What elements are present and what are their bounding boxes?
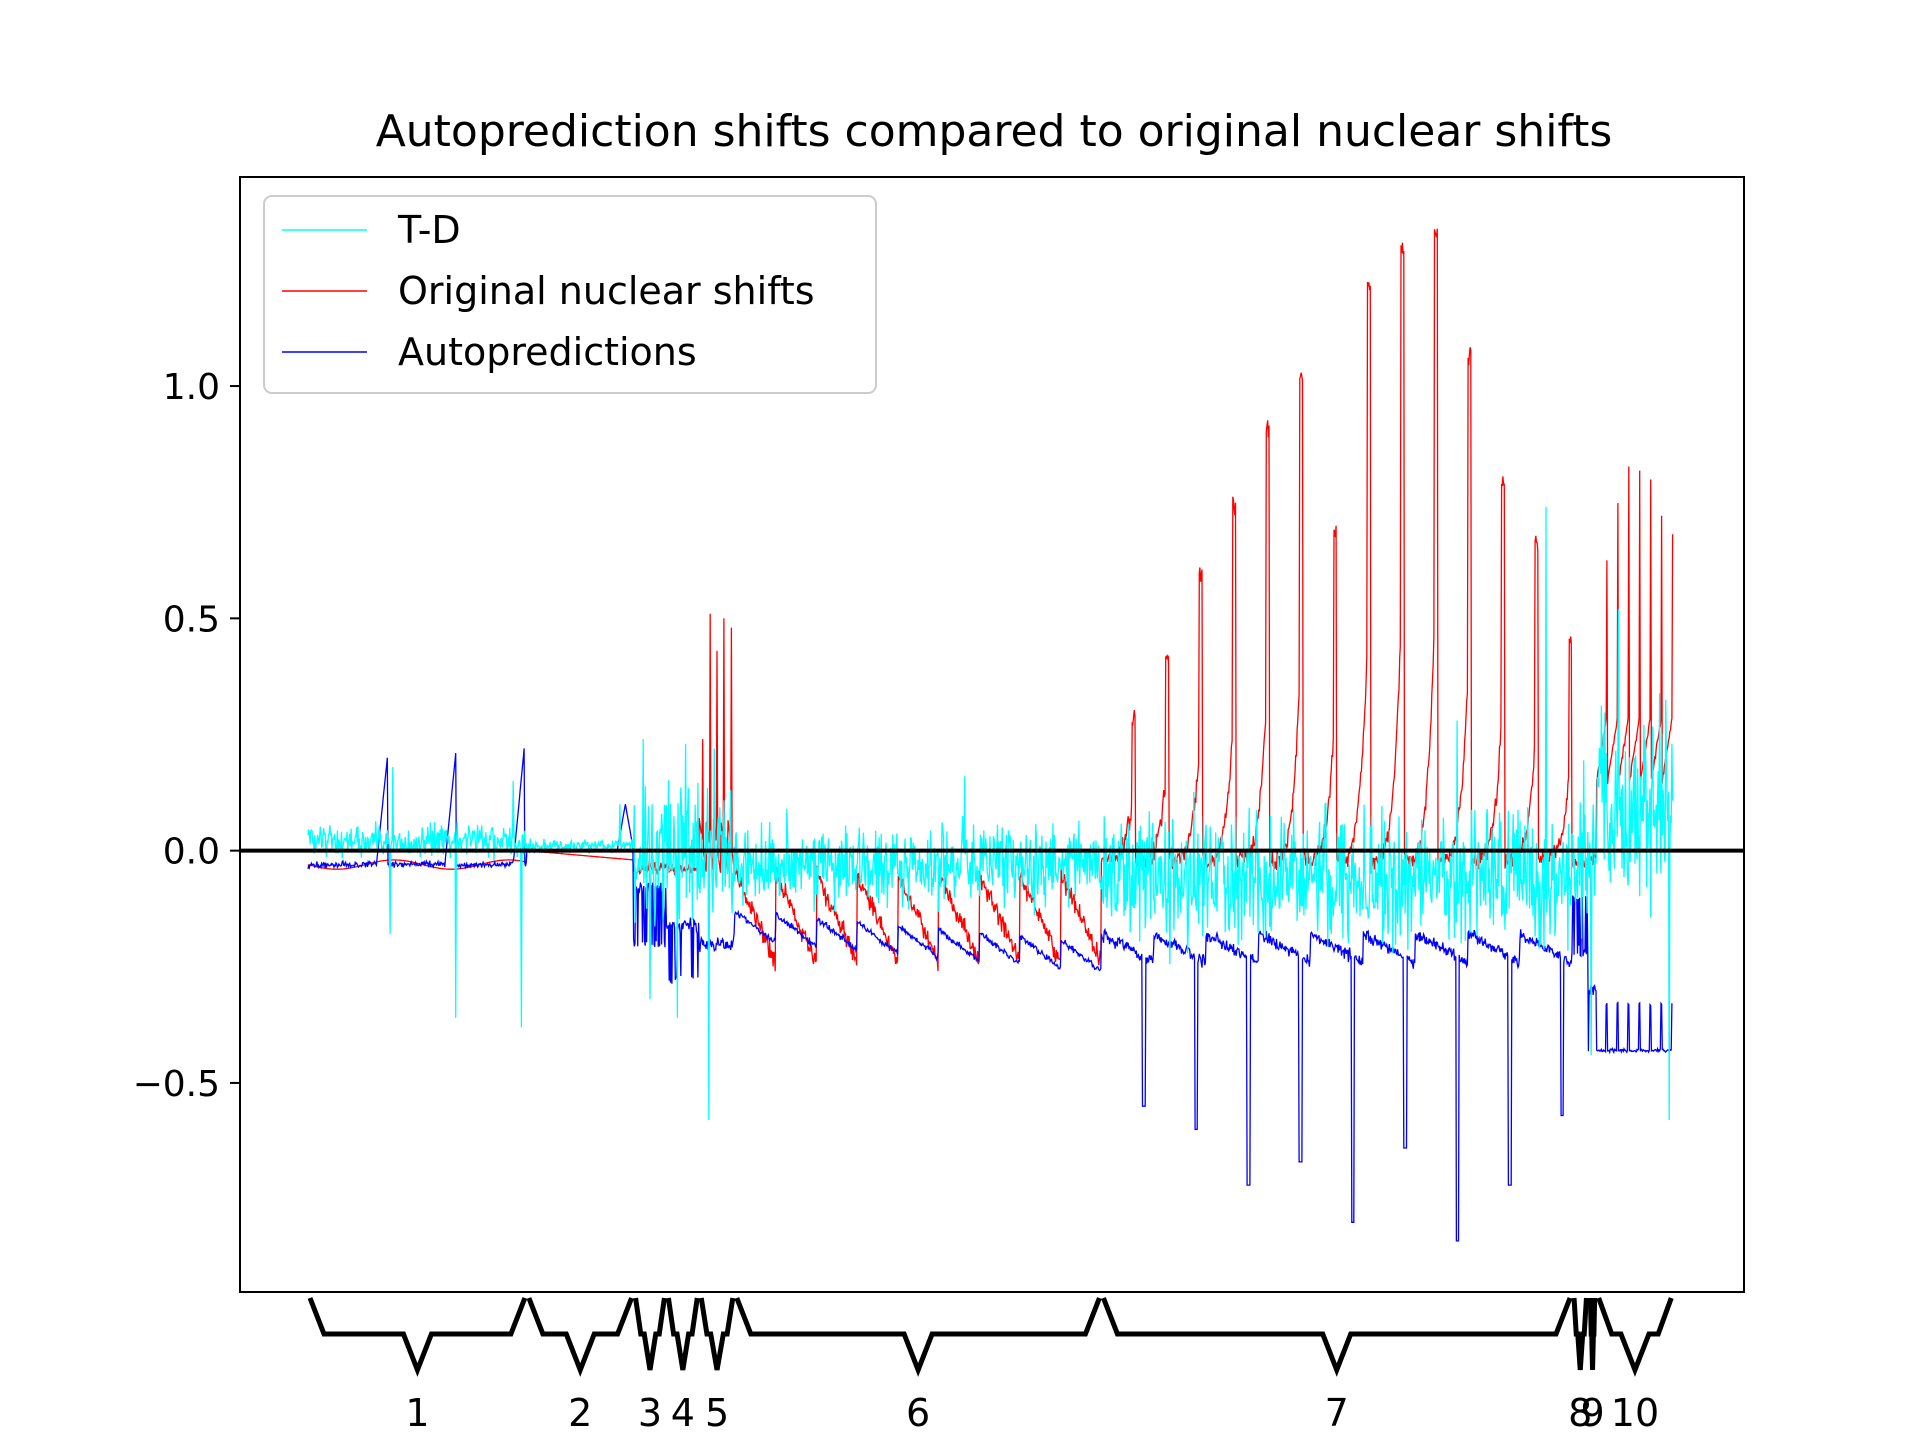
y-tick-label: −0.5 [133,1064,220,1105]
segment-brace [734,1297,1102,1377]
plot-area [239,176,1745,1293]
legend-label-autopredictions: Autopredictions [398,330,697,374]
segment-brace [307,1297,528,1377]
y-tick-label: 0.0 [163,832,220,873]
plot-frame [239,176,1745,1293]
segment-brace [1596,1297,1674,1377]
segment-label: 5 [705,1391,729,1435]
y-tick-label: 0.5 [163,599,220,640]
legend: T-D Original nuclear shifts Autopredicti… [263,195,877,394]
segment-brace [1571,1297,1589,1371]
segment-label: 3 [638,1391,662,1435]
segment-label: 2 [568,1391,592,1435]
segment-brace [526,1297,634,1377]
segment-label: 1 [405,1391,429,1435]
segment-label: 8 [1568,1391,1592,1435]
legend-label-td: T-D [397,208,461,252]
y-tick-label: 1.0 [163,367,220,408]
segment-label: 7 [1325,1391,1349,1435]
segment-label: 10 [1611,1391,1659,1435]
segment-label: 6 [906,1391,930,1435]
legend-label-original: Original nuclear shifts [398,269,815,313]
y-axis: −0.5 0.0 0.5 1.0 [133,367,240,1105]
legend-frame [263,195,877,394]
segment-label: 4 [671,1391,695,1435]
segment-braces: 1 2 3 4 5 6 7 89 10 [307,1297,1674,1435]
segment-brace [633,1297,667,1371]
segment-brace [698,1297,736,1371]
segment-brace [1101,1297,1573,1377]
segment-brace [665,1297,700,1371]
segment-label: 9 [1580,1391,1604,1435]
chart-title: Autoprediction shifts compared to origin… [376,106,1613,157]
segment-brace [1587,1297,1598,1371]
